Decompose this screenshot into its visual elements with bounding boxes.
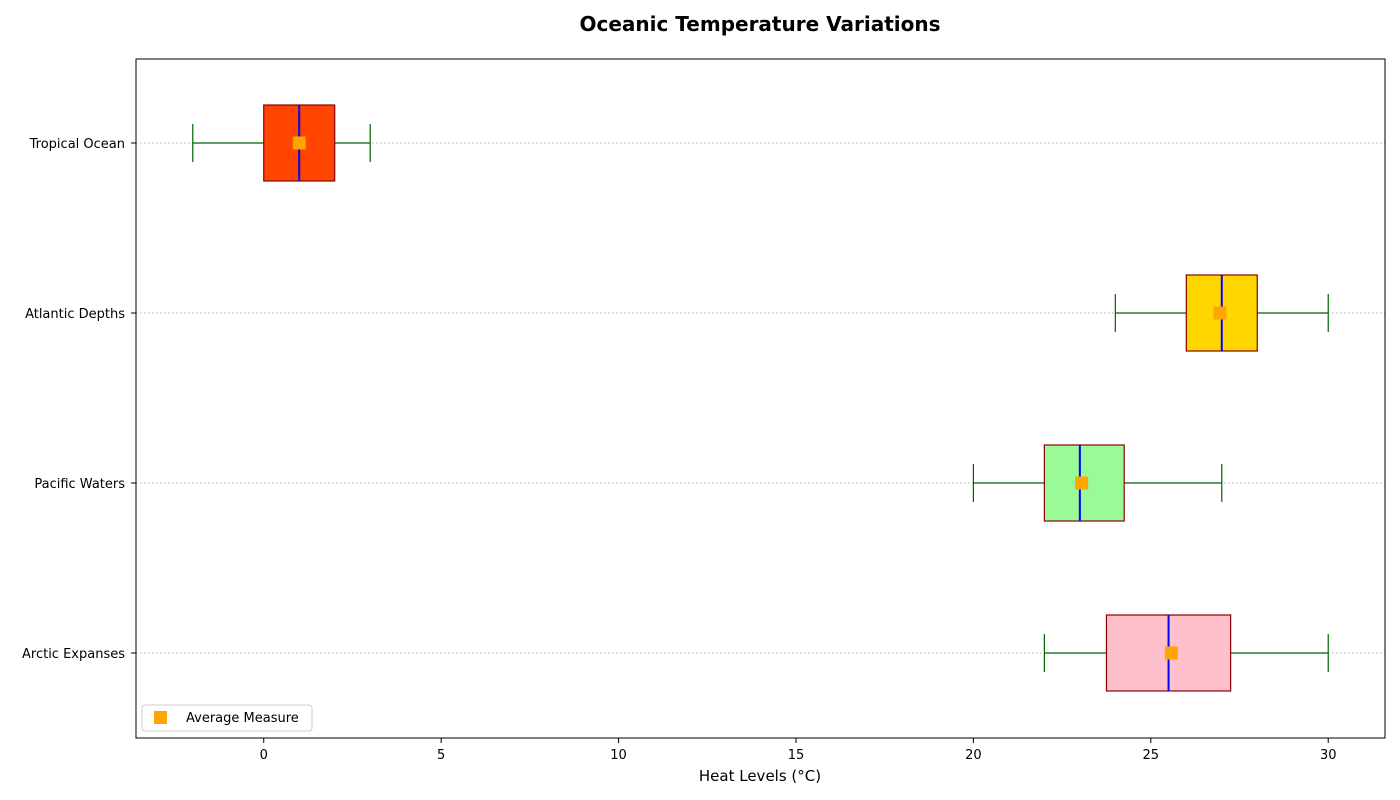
x-tick-label: 25 <box>1143 748 1160 763</box>
y-tick-label: Pacific Waters <box>34 477 125 492</box>
grid <box>136 142 1385 654</box>
box-plot-pacific-waters <box>972 444 1223 522</box>
legend-frame <box>141 704 313 732</box>
x-tick-label: 0 <box>260 748 268 763</box>
mean-marker <box>1164 646 1178 660</box>
box-plot-arctic-expanses <box>1043 614 1329 692</box>
x-tick-label: 20 <box>965 748 982 763</box>
x-axis-ticks: 0 5 10 15 20 25 30 <box>260 738 1337 763</box>
x-tick-label: 5 <box>437 748 445 763</box>
y-axis-ticks: Arctic Expanses Pacific Waters Atlantic De… <box>22 137 136 662</box>
y-tick-label: Arctic Expanses <box>22 647 125 662</box>
mean-marker <box>1075 476 1089 490</box>
chart-title: Oceanic Temperature Variations <box>579 12 940 36</box>
mean-marker <box>292 136 306 150</box>
y-tick-label: Tropical Ocean <box>29 137 125 152</box>
legend-marker-average <box>154 711 167 724</box>
y-tick-label: Atlantic Depths <box>25 307 125 322</box>
box-plot-tropical-ocean <box>192 104 371 182</box>
legend-label-average: Average Measure <box>186 711 299 726</box>
x-tick-label: 15 <box>788 748 805 763</box>
x-tick-label: 30 <box>1320 748 1337 763</box>
mean-marker <box>1213 306 1227 320</box>
x-tick-label: 10 <box>610 748 627 763</box>
box-plot-atlantic-depths <box>1114 274 1329 352</box>
x-axis-label: Heat Levels (°C) <box>699 767 821 785</box>
box-plots <box>192 104 1329 692</box>
plot-area-frame <box>135 58 1386 739</box>
legend: Average Measure <box>141 704 313 732</box>
